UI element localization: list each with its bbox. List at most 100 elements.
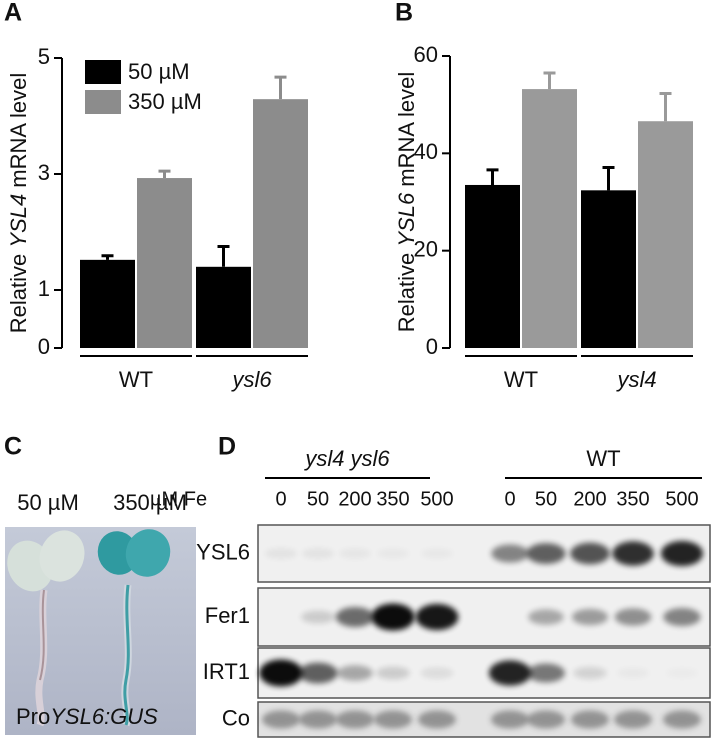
y-label-part: mRNA level <box>6 73 31 188</box>
x-tick-label: ysl4 <box>615 367 656 392</box>
error-bar <box>274 75 287 100</box>
y-axis-label: Relative YSL4 mRNA level <box>6 73 31 333</box>
band <box>338 548 372 559</box>
bar <box>638 121 693 348</box>
band <box>421 548 453 559</box>
band <box>614 608 652 626</box>
lane-label: 350 <box>616 488 649 510</box>
error-bar <box>217 245 230 267</box>
row-label: Fer1 <box>205 603 250 628</box>
lane-label: 500 <box>420 488 453 510</box>
band <box>491 710 529 729</box>
x-tick-label: ysl6 <box>230 367 272 392</box>
lane-label: 350 <box>376 488 409 510</box>
band <box>663 607 701 627</box>
bar <box>253 99 308 349</box>
band <box>376 666 410 680</box>
y-tick-label: 5 <box>38 44 50 69</box>
bar <box>196 266 251 348</box>
band <box>660 540 704 567</box>
lane-label: 200 <box>573 488 606 510</box>
panel-letter: B <box>395 0 413 27</box>
band <box>420 667 454 679</box>
band <box>335 607 375 627</box>
construct-prefix: Pro <box>16 704 50 729</box>
y-tick-label: 1 <box>38 276 50 301</box>
band <box>617 668 649 679</box>
band <box>614 710 652 729</box>
y-axis-label: Relative YSL6 mRNA level <box>394 72 419 332</box>
legend-label: 350 µM <box>128 89 202 114</box>
bar <box>522 89 577 349</box>
x-tick-label: WT <box>119 367 153 392</box>
band <box>262 710 300 729</box>
legend-swatch <box>85 90 121 114</box>
band <box>663 710 701 729</box>
group-label: ysl4 ysl6 <box>303 446 390 471</box>
group-label: WT <box>586 446 620 471</box>
y-label-part: Relative <box>6 254 31 333</box>
y-tick-label: 0 <box>426 334 438 359</box>
band <box>488 660 532 686</box>
lane-label: 50 <box>307 488 329 510</box>
band <box>374 710 412 729</box>
legend-swatch <box>85 60 121 84</box>
band <box>570 542 610 565</box>
bar <box>581 190 636 348</box>
error-bar <box>486 168 499 185</box>
construct-label: ProYSL6:GUS <box>16 704 158 729</box>
band <box>371 603 415 631</box>
band <box>573 666 607 680</box>
band <box>571 608 609 626</box>
band <box>571 710 609 729</box>
band <box>612 541 654 566</box>
bar <box>465 184 520 348</box>
y-tick-label: 20 <box>414 236 438 261</box>
error-bar <box>158 169 171 179</box>
y-label-part: YSL6 <box>394 192 419 247</box>
band <box>415 603 459 631</box>
band <box>298 662 338 684</box>
error-bar <box>101 254 114 260</box>
band <box>527 710 565 729</box>
band <box>301 548 335 559</box>
band <box>528 609 564 625</box>
band <box>299 710 337 729</box>
band <box>264 548 298 559</box>
lane-label: 0 <box>504 488 515 510</box>
seedling-photo <box>5 527 196 735</box>
y-tick-label: 3 <box>38 160 50 185</box>
panel-letter: A <box>4 0 22 27</box>
band <box>666 668 698 678</box>
y-label-part: YSL4 <box>6 194 31 248</box>
y-tick-label: 0 <box>38 334 50 359</box>
bar <box>80 259 135 348</box>
unit-label: µM Fe <box>150 488 207 510</box>
panel-letter: C <box>4 433 22 461</box>
panel-letter: D <box>218 433 236 461</box>
blot: YSL6 Fer1 IRT1 Co <box>196 524 711 738</box>
band <box>301 610 335 624</box>
y-tick-label: 60 <box>414 42 438 67</box>
row-label: Co <box>222 705 250 730</box>
bar <box>137 178 192 348</box>
y-tick-label: 40 <box>414 139 438 164</box>
y-label-part: Relative <box>394 253 419 332</box>
error-bar <box>543 71 556 90</box>
condition-label: 50 µM <box>17 490 79 515</box>
condition-label: 350 µM <box>113 490 187 515</box>
band <box>527 663 565 683</box>
lane-label: 200 <box>338 488 371 510</box>
construct-gene: YSL6:GUS <box>50 704 158 729</box>
band <box>259 659 303 687</box>
band <box>336 710 374 729</box>
lane-label: 50 <box>535 488 557 510</box>
legend-label: 50 µM <box>128 59 190 84</box>
error-bar <box>602 165 615 191</box>
lane-label: 500 <box>665 488 698 510</box>
x-tick-label: WT <box>504 367 538 392</box>
band <box>491 544 529 563</box>
band <box>337 665 373 681</box>
row-label: IRT1 <box>203 659 250 684</box>
band <box>377 548 409 559</box>
